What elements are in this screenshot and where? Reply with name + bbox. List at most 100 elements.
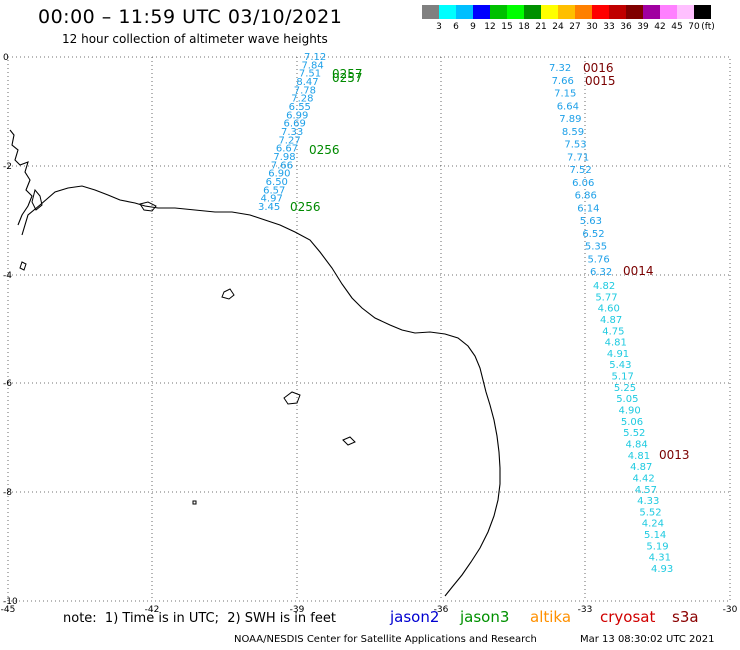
wave-height-label: 7.98 bbox=[273, 152, 295, 163]
wave-height-label: 8.47 bbox=[296, 77, 318, 88]
wave-height-label: 7.53 bbox=[564, 140, 586, 151]
wave-height-label: 4.93 bbox=[651, 564, 673, 575]
map-grid bbox=[7, 56, 731, 602]
wave-height-label: 4.91 bbox=[607, 349, 629, 360]
coastline-islet bbox=[139, 201, 157, 212]
wave-height-label: 4.84 bbox=[625, 439, 647, 450]
wave-height-label: 4.90 bbox=[619, 406, 641, 417]
island bbox=[221, 288, 235, 300]
pass-time-label: 0013 bbox=[659, 448, 690, 462]
legend-swatch bbox=[456, 5, 473, 19]
legend-swatch bbox=[541, 5, 558, 19]
wave-height-label: 4.75 bbox=[602, 326, 624, 337]
wave-height-label: 6.32 bbox=[590, 267, 612, 278]
wave-height-label: 4.97 bbox=[261, 194, 283, 205]
y-tick-label: -2 bbox=[3, 162, 12, 172]
pass-time-label: 0256 bbox=[290, 200, 321, 214]
wave-height-label: 4.81 bbox=[628, 451, 650, 462]
wave-height-label: 7.84 bbox=[301, 60, 323, 71]
island bbox=[192, 500, 197, 505]
wave-height-label: 5.17 bbox=[612, 372, 634, 383]
y-tick-label: -6 bbox=[3, 379, 12, 389]
legend-label: 42 bbox=[654, 22, 666, 32]
note-text: note: 1) Time is in UTC; 2) SWH is in fe… bbox=[63, 611, 336, 626]
chart-title: 00:00 – 11:59 UTC 03/10/2021 bbox=[38, 6, 343, 28]
wave-height-label: 7.52 bbox=[570, 165, 592, 176]
wave-height-label: 6.69 bbox=[284, 119, 306, 130]
legend-swatch bbox=[626, 5, 643, 19]
wave-height-label: 5.14 bbox=[644, 530, 666, 541]
wave-height-label: 3.45 bbox=[258, 202, 280, 213]
wave-height-label: 5.43 bbox=[609, 360, 631, 371]
footer-credit: NOAA/NESDIS Center for Satellite Applica… bbox=[234, 634, 537, 645]
wave-height-label: 5.52 bbox=[623, 428, 645, 439]
satellite-label-jason3: jason3 bbox=[460, 608, 510, 626]
legend-swatch bbox=[575, 5, 592, 19]
wave-height-label: 5.63 bbox=[580, 216, 602, 227]
legend-swatch bbox=[490, 5, 507, 19]
legend-swatch bbox=[677, 5, 694, 19]
pass-time-label: 0014 bbox=[623, 264, 654, 278]
wave-height-label: 7.33 bbox=[281, 127, 303, 138]
wave-height-label: 7.78 bbox=[294, 85, 316, 96]
legend-label: 9 bbox=[470, 22, 476, 32]
y-tick-label: -8 bbox=[3, 488, 12, 498]
legend-label: 21 bbox=[535, 22, 547, 32]
wave-height-label: 5.05 bbox=[616, 394, 638, 405]
coastline bbox=[9, 129, 501, 597]
pass-time-label: 0257 bbox=[332, 71, 363, 85]
island bbox=[342, 436, 356, 446]
wave-height-label: 7.89 bbox=[559, 114, 581, 125]
wave-height-label: 5.52 bbox=[639, 507, 661, 518]
wave-height-label: 5.19 bbox=[646, 541, 668, 552]
satellite-label-cryosat: cryosat bbox=[600, 608, 656, 626]
wave-height-label: 4.82 bbox=[593, 281, 615, 292]
pass-time-label: 0256 bbox=[309, 143, 340, 157]
footer-timestamp: Mar 13 08:30:02 UTC 2021 bbox=[580, 634, 715, 645]
wave-height-label: 4.87 bbox=[630, 462, 652, 473]
island bbox=[283, 391, 301, 405]
wave-height-label: 7.32 bbox=[549, 63, 571, 74]
wave-height-label: 7.27 bbox=[278, 135, 300, 146]
x-tick-label: -36 bbox=[434, 605, 449, 615]
chart-subtitle: 12 hour collection of altimeter wave hei… bbox=[62, 32, 328, 46]
legend-swatch bbox=[558, 5, 575, 19]
legend-swatch bbox=[507, 5, 524, 19]
wave-height-label: 7.66 bbox=[271, 160, 293, 171]
wave-height-label: 6.14 bbox=[577, 203, 599, 214]
satellite-label-altika: altika bbox=[530, 608, 572, 626]
legend-swatch bbox=[643, 5, 660, 19]
legend-swatch bbox=[592, 5, 609, 19]
color-legend bbox=[422, 5, 711, 19]
legend-swatch bbox=[694, 5, 711, 19]
x-tick-label: -39 bbox=[290, 605, 305, 615]
legend-label: 18 bbox=[518, 22, 530, 32]
legend-swatch bbox=[422, 5, 439, 19]
wave-height-label: 5.76 bbox=[587, 254, 609, 265]
wave-height-label: 7.66 bbox=[552, 76, 574, 87]
wave-height-label: 6.67 bbox=[276, 144, 298, 155]
axis-labels: -45 -42 -39 -36 -33 -30 0 -2 -4 -6 -8 -10 bbox=[1, 53, 738, 615]
wave-height-label: 5.35 bbox=[585, 242, 607, 253]
wave-height-label: 6.99 bbox=[286, 110, 308, 121]
coastline-north bbox=[9, 129, 33, 226]
wave-height-label: 4.60 bbox=[598, 304, 620, 315]
wave-height-label: 6.64 bbox=[557, 101, 579, 112]
wave-height-label: 7.71 bbox=[567, 152, 589, 163]
wave-height-label: 4.31 bbox=[649, 553, 671, 564]
wave-height-label: 6.57 bbox=[263, 185, 285, 196]
legend-swatch bbox=[660, 5, 677, 19]
pass-time-label: 0016 bbox=[583, 61, 614, 75]
legend-label: 70 bbox=[688, 22, 700, 32]
legend-label: 24 bbox=[552, 22, 564, 32]
wave-height-label: 5.77 bbox=[595, 292, 617, 303]
wave-height-label: 4.81 bbox=[605, 338, 627, 349]
wave-height-label: 6.90 bbox=[268, 169, 290, 180]
wave-height-label: 5.06 bbox=[621, 417, 643, 428]
pass-time-label: 0257 bbox=[332, 67, 363, 81]
coastline-mainland bbox=[21, 185, 501, 597]
altimeter-tracks: 7.127.847.518.477.787.286.556.996.697.33… bbox=[258, 52, 673, 575]
coastline-islet bbox=[31, 188, 43, 211]
